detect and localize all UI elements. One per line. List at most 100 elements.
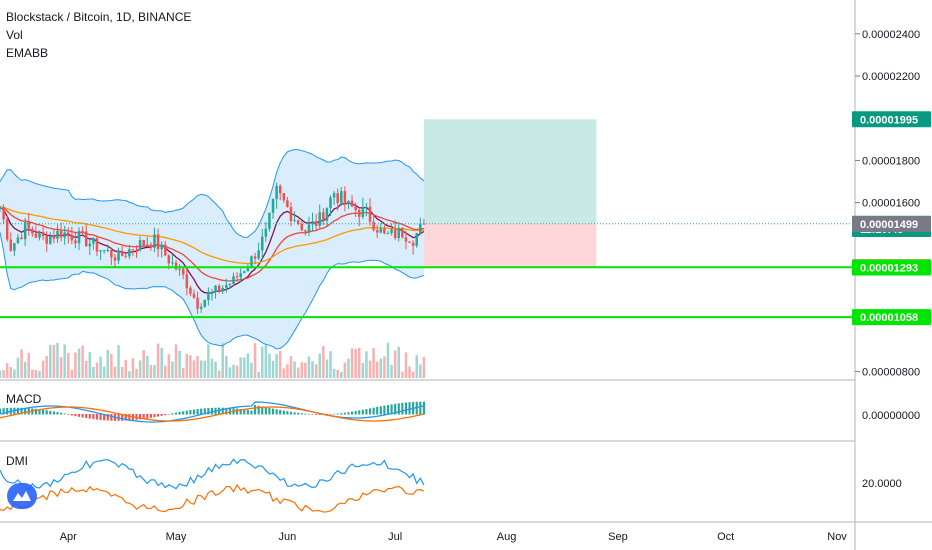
candle[interactable] bbox=[59, 230, 63, 238]
symbol-title[interactable]: Blockstack / Bitcoin, 1D, BINANCE bbox=[6, 10, 192, 24]
candle[interactable] bbox=[2, 207, 5, 220]
candle[interactable] bbox=[113, 257, 117, 261]
candle[interactable] bbox=[5, 219, 9, 240]
price-tag[interactable] bbox=[852, 309, 931, 326]
candle[interactable] bbox=[207, 294, 210, 300]
candle[interactable] bbox=[128, 249, 131, 257]
candle[interactable] bbox=[135, 249, 138, 251]
candle[interactable] bbox=[368, 206, 372, 222]
dmi-minus-line[interactable] bbox=[0, 483, 425, 513]
candle[interactable] bbox=[397, 227, 401, 239]
candle[interactable] bbox=[307, 224, 311, 232]
candle[interactable] bbox=[171, 262, 174, 264]
candle[interactable] bbox=[146, 244, 149, 246]
price-tag[interactable] bbox=[852, 215, 931, 232]
candle[interactable] bbox=[120, 250, 124, 256]
candle[interactable] bbox=[153, 234, 156, 248]
candle[interactable] bbox=[199, 306, 203, 309]
candle[interactable] bbox=[311, 221, 314, 225]
candle[interactable] bbox=[156, 234, 160, 250]
candle[interactable] bbox=[110, 250, 113, 258]
candle[interactable] bbox=[275, 185, 278, 200]
candle[interactable] bbox=[181, 268, 185, 275]
candle[interactable] bbox=[70, 234, 74, 241]
candle[interactable] bbox=[9, 239, 13, 251]
candle[interactable] bbox=[31, 228, 34, 234]
candle[interactable] bbox=[404, 237, 408, 242]
price-tag[interactable] bbox=[852, 111, 931, 128]
candle[interactable] bbox=[99, 250, 102, 252]
candle[interactable] bbox=[214, 285, 217, 293]
candle[interactable] bbox=[49, 236, 52, 244]
candle[interactable] bbox=[210, 292, 214, 295]
candle[interactable] bbox=[390, 229, 393, 234]
candle[interactable] bbox=[163, 244, 167, 256]
candle[interactable] bbox=[225, 285, 228, 288]
candle[interactable] bbox=[221, 287, 224, 292]
ema-slow-line[interactable] bbox=[0, 206, 424, 265]
candle[interactable] bbox=[329, 197, 332, 209]
candle[interactable] bbox=[138, 240, 142, 251]
candle[interactable] bbox=[411, 242, 415, 246]
candle[interactable] bbox=[322, 212, 325, 221]
candle[interactable] bbox=[0, 207, 2, 209]
candle[interactable] bbox=[386, 233, 390, 235]
candle[interactable] bbox=[300, 223, 304, 231]
candle[interactable] bbox=[167, 255, 171, 264]
candle[interactable] bbox=[45, 236, 48, 244]
candle[interactable] bbox=[66, 232, 70, 235]
candle[interactable] bbox=[332, 193, 336, 198]
candle[interactable] bbox=[41, 232, 45, 237]
candle[interactable] bbox=[92, 238, 95, 244]
candle[interactable] bbox=[149, 244, 153, 248]
candle[interactable] bbox=[415, 233, 418, 246]
price-tag[interactable] bbox=[852, 259, 931, 276]
candle[interactable] bbox=[271, 199, 275, 213]
candle[interactable] bbox=[228, 283, 232, 286]
candle[interactable] bbox=[365, 206, 368, 208]
candle[interactable] bbox=[278, 185, 282, 194]
candle[interactable] bbox=[203, 299, 207, 307]
candle[interactable] bbox=[268, 212, 271, 229]
candle[interactable] bbox=[250, 256, 253, 268]
candle[interactable] bbox=[189, 288, 192, 294]
candle[interactable] bbox=[419, 223, 422, 234]
candle[interactable] bbox=[289, 207, 293, 222]
position-loss-zone[interactable] bbox=[423, 223, 597, 268]
candle[interactable] bbox=[34, 233, 38, 238]
candle[interactable] bbox=[347, 200, 350, 204]
ema-mid-line[interactable] bbox=[0, 206, 424, 282]
candle[interactable] bbox=[379, 228, 383, 233]
candle[interactable] bbox=[217, 285, 221, 292]
candle[interactable] bbox=[117, 250, 120, 261]
candle[interactable] bbox=[124, 255, 127, 257]
candle[interactable] bbox=[178, 268, 181, 270]
candle[interactable] bbox=[361, 207, 365, 217]
candle[interactable] bbox=[293, 220, 296, 222]
emabb-indicator-label[interactable]: EMABB bbox=[6, 46, 49, 60]
candle[interactable] bbox=[232, 276, 235, 284]
candle[interactable] bbox=[239, 273, 242, 278]
macd-signal-line[interactable] bbox=[0, 406, 425, 422]
candle[interactable] bbox=[88, 243, 92, 247]
candle[interactable] bbox=[95, 238, 99, 252]
volume-indicator-label[interactable]: Vol bbox=[6, 28, 23, 42]
dmi-plus-line[interactable] bbox=[0, 458, 425, 491]
candle[interactable] bbox=[401, 227, 404, 238]
candle[interactable] bbox=[174, 262, 178, 270]
candle[interactable] bbox=[246, 267, 250, 272]
candle[interactable] bbox=[160, 244, 163, 250]
candle[interactable] bbox=[336, 193, 339, 203]
candle[interactable] bbox=[74, 240, 77, 244]
candle[interactable] bbox=[296, 220, 300, 224]
candle[interactable] bbox=[81, 230, 84, 232]
candle[interactable] bbox=[192, 293, 196, 298]
candle[interactable] bbox=[372, 221, 375, 231]
candle[interactable] bbox=[264, 228, 268, 237]
candle[interactable] bbox=[350, 200, 354, 207]
candle[interactable] bbox=[408, 241, 411, 243]
candle[interactable] bbox=[383, 228, 386, 234]
candle[interactable] bbox=[343, 191, 347, 204]
candle[interactable] bbox=[142, 240, 145, 246]
candle[interactable] bbox=[77, 230, 81, 244]
